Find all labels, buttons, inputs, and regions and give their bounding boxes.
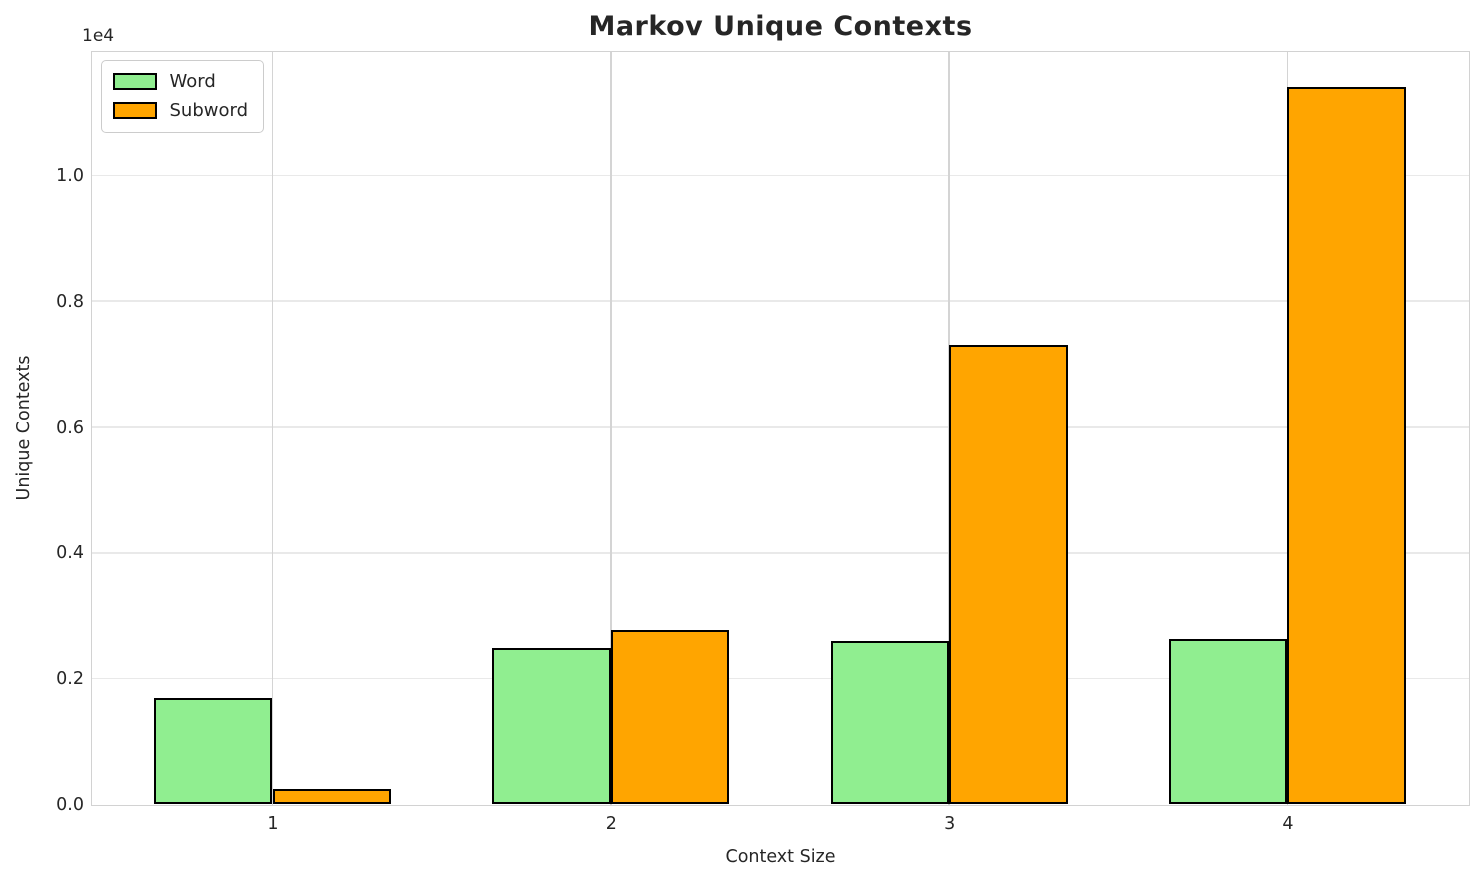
legend-item-word: Word (112, 70, 249, 94)
x-gridline (948, 51, 951, 805)
bar-subword-2 (610, 629, 730, 805)
y-gridline (91, 174, 1469, 177)
y-gridline (91, 426, 1469, 428)
x-tick-label: 3 (944, 814, 956, 834)
x-gridline (609, 51, 612, 805)
x-tick-label: 2 (605, 814, 617, 834)
legend: Word Subword (100, 59, 265, 133)
bar-word-2 (492, 648, 611, 805)
y-gridline (91, 300, 1469, 302)
bar-word-1 (154, 697, 273, 805)
x-tick-label: 4 (1282, 814, 1294, 834)
y-gridline (91, 677, 1469, 680)
y-tick-label: 1.0 (56, 165, 84, 186)
chart-title: Markov Unique Contexts (588, 11, 973, 42)
bar-subword-1 (272, 788, 391, 805)
y-tick-label: 0.4 (56, 543, 84, 564)
y-tick-label: 0.2 (56, 669, 84, 690)
bar-word-4 (1169, 639, 1288, 805)
y-tick-label: 0.6 (56, 417, 84, 438)
legend-swatch-subword (112, 102, 157, 119)
x-tick-label: 1 (267, 814, 279, 834)
legend-item-subword: Subword (112, 99, 249, 123)
y-tick-label: 0.8 (56, 291, 84, 312)
legend-label: Word (169, 70, 216, 92)
y-tick-label: 0.0 (56, 795, 84, 815)
bar-subword-3 (949, 345, 1068, 805)
x-axis-label: Context Size (725, 847, 836, 867)
y-axis-offset-text: 1e4 (82, 26, 115, 46)
x-gridline (271, 51, 274, 805)
bar-word-3 (830, 640, 950, 805)
plot-area: Word Subword (90, 50, 1470, 806)
y-gridline (91, 552, 1469, 554)
legend-swatch-word (112, 73, 157, 90)
legend-label: Subword (169, 99, 249, 121)
bar-subword-4 (1287, 87, 1406, 805)
